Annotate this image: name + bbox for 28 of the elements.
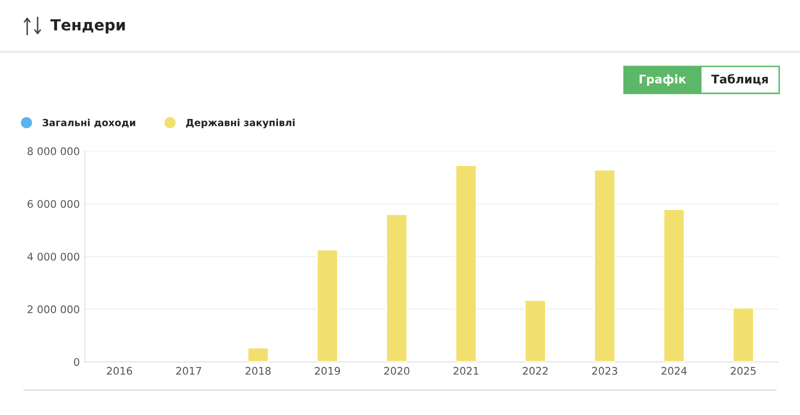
y-tick-label: 8 000 000 [28,147,80,156]
y-tick-label: 2 000 000 [28,305,80,314]
x-tick-label: 2020 [384,366,410,375]
x-tick-label: 2021 [454,366,478,375]
text: Графік [640,74,686,86]
x-tick-label: 2025 [730,366,756,375]
bar [524,300,546,362]
bar [386,214,408,362]
x-tick-label: 2018 [246,366,271,375]
bar [454,164,478,362]
x-tick-label: 2023 [592,366,618,375]
x-tick-label: 2022 [522,366,548,375]
bar [316,248,339,362]
x-tick-label: 2017 [176,366,202,375]
legend-label: Загальні доходи [42,118,136,128]
x-tick-label: 2024 [662,366,687,375]
bar [732,307,754,362]
y-tick-label: 4 000 000 [27,252,80,261]
legend-label: Державні закупівлі [186,118,295,128]
bar [662,208,686,362]
x-tick-label: 2016 [106,366,132,375]
bar [594,169,616,362]
y-tick-label: 0 [74,358,80,366]
text: Таблиця [711,74,768,85]
bar [247,346,270,362]
x-tick-label: 2019 [314,366,340,375]
chart-title: Тендери [50,19,125,34]
y-tick-label: 6 000 000 [28,200,80,208]
